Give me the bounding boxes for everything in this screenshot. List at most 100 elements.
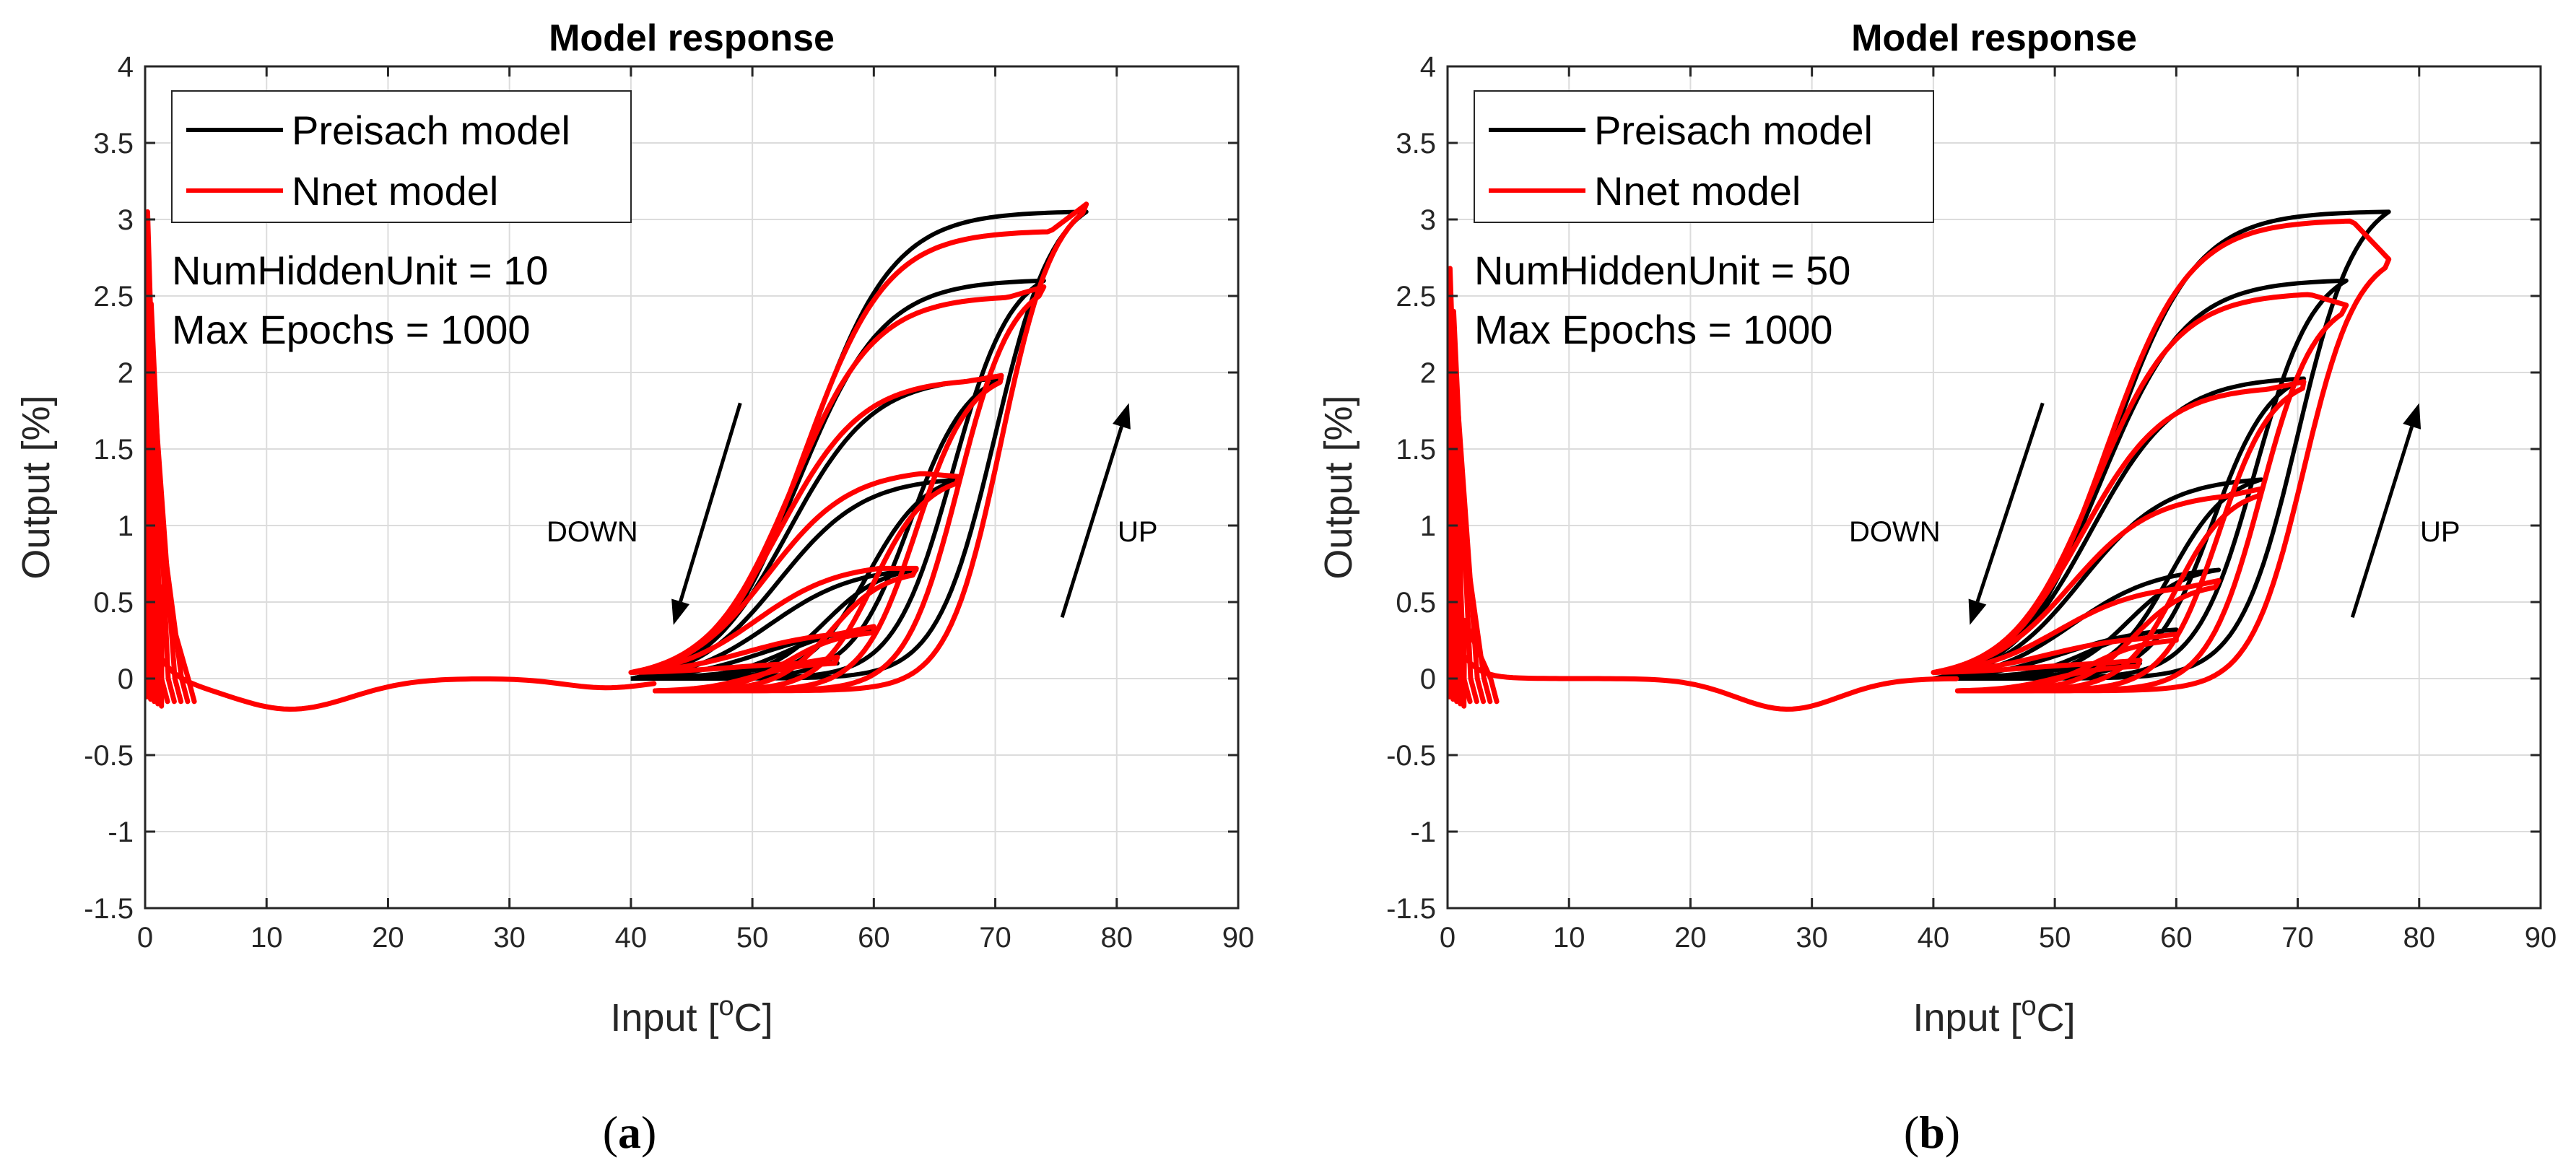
- curves: [144, 201, 1089, 712]
- x-tick-label: 20: [1674, 922, 1707, 954]
- nnet-transient-spike: [155, 500, 191, 707]
- y-tick-label: 2.5: [1396, 281, 1436, 313]
- legend-box: [1474, 90, 1934, 223]
- x-tick-label: 70: [979, 922, 1011, 954]
- nnet-transient-spike: [159, 584, 197, 709]
- x-tick-label: 60: [858, 922, 890, 954]
- y-tick-label: -0.5: [84, 740, 134, 772]
- x-axis-label: Input [oC]: [1913, 991, 2075, 1040]
- x-tick-label: 90: [2525, 922, 2557, 954]
- arrow-head: [2403, 403, 2421, 430]
- panel-b: 0 10 20 30 40 50 60 70 80 90 -1.5 -1 -0.5 0 0.5 1 1.5 2 2.…: [1317, 17, 2557, 1158]
- y-tick-label: -1.5: [84, 893, 134, 925]
- caption: (a): [603, 1107, 657, 1158]
- x-tick-label: 90: [1222, 922, 1255, 954]
- nnet-loop: [1933, 486, 2264, 694]
- y-tick-label: 3.5: [1396, 128, 1436, 160]
- nnet-loop: [630, 654, 840, 694]
- x-axis-label-sup: o: [718, 991, 734, 1021]
- preisach-loop: [1933, 477, 2264, 681]
- nnet-baseline: [1450, 653, 1959, 712]
- panel-a: 0 10 20 30 40 50 60 70 80 90 -1.5 -1 -0.5 0 0.5 1 1.5 2 2.…: [14, 17, 1254, 1158]
- y-axis-label: Output [%]: [1317, 395, 1360, 579]
- arrow-head: [1968, 598, 1987, 625]
- y-tick-label: 2: [1420, 357, 1436, 389]
- nnet-transient-spike: [1458, 510, 1493, 707]
- arrow-shaft: [1975, 402, 2045, 603]
- y-tick-label: 1.5: [1396, 434, 1436, 466]
- caption-letter: b: [1919, 1107, 1945, 1158]
- legend: Preisach model Nnet model: [1474, 90, 1934, 223]
- axes-box: [1446, 65, 2542, 910]
- x-tick-label: 20: [372, 922, 404, 954]
- annotation-max-epochs: Max Epochs = 1000: [172, 307, 531, 352]
- y-tick-label: 0.5: [93, 587, 134, 619]
- x-tick-label: 10: [1553, 922, 1585, 954]
- arrow-label-down: DOWN: [547, 516, 638, 548]
- x-tick-label: 80: [2403, 922, 2436, 954]
- legend-label-preisach: Preisach model: [292, 108, 570, 153]
- y-tick-label: -1: [108, 816, 134, 848]
- axes-box: [144, 65, 1240, 910]
- x-axis-label-unit: C]: [734, 996, 773, 1040]
- x-tick-label: 10: [251, 922, 283, 954]
- nnet-transient-spike: [1454, 397, 1487, 705]
- chart-title: Model response: [1851, 17, 2137, 59]
- x-axis-label-main: Input [: [610, 996, 718, 1040]
- arrow-head: [1113, 403, 1131, 430]
- x-tick-label: 0: [137, 922, 153, 954]
- x-axis-label-main: Input [: [1913, 996, 2021, 1040]
- nnet-loop: [1934, 578, 2222, 694]
- y-tick-label: -1.5: [1386, 893, 1436, 925]
- nnet-baseline: [147, 656, 657, 712]
- arrow-label-up: UP: [2420, 516, 2460, 548]
- y-tick-label: 0.5: [1396, 587, 1436, 619]
- arrows: [1968, 402, 2421, 625]
- x-tick-label: 50: [736, 922, 769, 954]
- y-tick-label: 0: [1420, 663, 1436, 695]
- y-tick-label: 3: [118, 204, 134, 236]
- caption-open-paren: (: [1904, 1107, 1919, 1158]
- legend-label-nnet: Nnet model: [1594, 168, 1801, 214]
- annotation-max-epochs: Max Epochs = 1000: [1474, 307, 1833, 352]
- nnet-loop: [1933, 658, 2143, 694]
- nnet-transient-spike: [1461, 617, 1500, 709]
- legend-box: [171, 90, 632, 223]
- annotation-hidden-units: NumHiddenUnit = 10: [172, 248, 548, 293]
- y-tick-label: 4: [1420, 51, 1436, 83]
- x-tick-label: 70: [2281, 922, 2314, 954]
- arrow-label-down: DOWN: [1849, 516, 1941, 548]
- x-tick-label: 30: [1796, 922, 1828, 954]
- annotation-hidden-units: NumHiddenUnit = 50: [1474, 248, 1850, 293]
- curves: [1447, 209, 2392, 712]
- chart-title: Model response: [549, 17, 835, 59]
- y-tick-label: -1: [1410, 816, 1436, 848]
- legend: Preisach model Nnet model: [171, 90, 632, 223]
- caption: (b): [1904, 1107, 1960, 1158]
- y-tick-label: 1.5: [93, 434, 134, 466]
- caption-close-paren: ): [641, 1107, 656, 1158]
- arrow-head: [671, 598, 690, 625]
- arrows: [671, 402, 1131, 625]
- x-axis-label: Input [oC]: [610, 991, 773, 1040]
- caption-open-paren: (: [603, 1107, 618, 1158]
- y-tick-label: 0: [118, 663, 134, 695]
- caption-letter: a: [618, 1107, 641, 1158]
- x-axis-label-sup: o: [2021, 991, 2036, 1021]
- nnet-loop: [632, 565, 919, 694]
- y-tick-label: 4: [118, 51, 134, 83]
- y-axis-label: Output [%]: [14, 395, 58, 579]
- x-tick-label: 40: [1918, 922, 1950, 954]
- legend-label-preisach: Preisach model: [1594, 108, 1873, 153]
- nnet-loop: [1932, 379, 2307, 694]
- x-tick-label: 80: [1101, 922, 1133, 954]
- x-tick-label: 40: [615, 922, 648, 954]
- y-tick-label: -0.5: [1386, 740, 1436, 772]
- x-tick-label: 60: [2160, 922, 2193, 954]
- caption-close-paren: ): [1945, 1107, 1960, 1158]
- arrow-shaft: [679, 402, 742, 602]
- y-tick-label: 1: [1420, 510, 1436, 542]
- x-axis-label-unit: C]: [2037, 996, 2076, 1040]
- arrow-label-up: UP: [1118, 516, 1158, 548]
